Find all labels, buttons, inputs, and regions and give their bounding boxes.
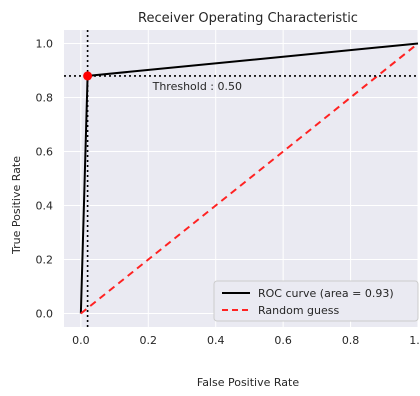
legend-box [213, 280, 419, 322]
x-tick-label: 0.2 [140, 334, 158, 347]
threshold-marker [83, 71, 93, 81]
grid-lines [64, 30, 419, 327]
threshold-label: Threshold : 0.50 [152, 80, 242, 93]
legend: ROC curve (area = 0.93) Random guess [213, 280, 419, 322]
y-tick-label: 0.0 [36, 308, 54, 321]
y-tick-labels: 0.0 0.2 0.4 0.6 0.8 1.0 [36, 38, 54, 321]
x-tick-label: 0.6 [274, 334, 292, 347]
y-tick-label: 1.0 [36, 38, 54, 51]
x-tick-label: 0.8 [342, 334, 360, 347]
y-axis-label: True Positive Rate [10, 156, 23, 255]
legend-label: ROC curve (area = 0.93) [258, 287, 394, 300]
x-tick-label: 1.0 [409, 334, 420, 347]
plot-area [64, 30, 418, 327]
threshold-markers: Threshold : 0.50 [64, 30, 418, 327]
y-tick-label: 0.2 [36, 254, 54, 267]
chart-title: Receiver Operating Characteristic [138, 11, 358, 26]
x-tick-labels: 0.0 0.2 0.4 0.6 0.8 1.0 [72, 334, 420, 347]
y-tick-label: 0.4 [36, 200, 54, 213]
legend-label: Random guess [258, 304, 339, 317]
y-tick-label: 0.6 [36, 146, 54, 159]
x-tick-label: 0.4 [207, 334, 225, 347]
x-tick-label: 0.0 [72, 334, 90, 347]
y-tick-label: 0.8 [36, 92, 54, 105]
x-axis-label: False Positive Rate [197, 376, 299, 389]
